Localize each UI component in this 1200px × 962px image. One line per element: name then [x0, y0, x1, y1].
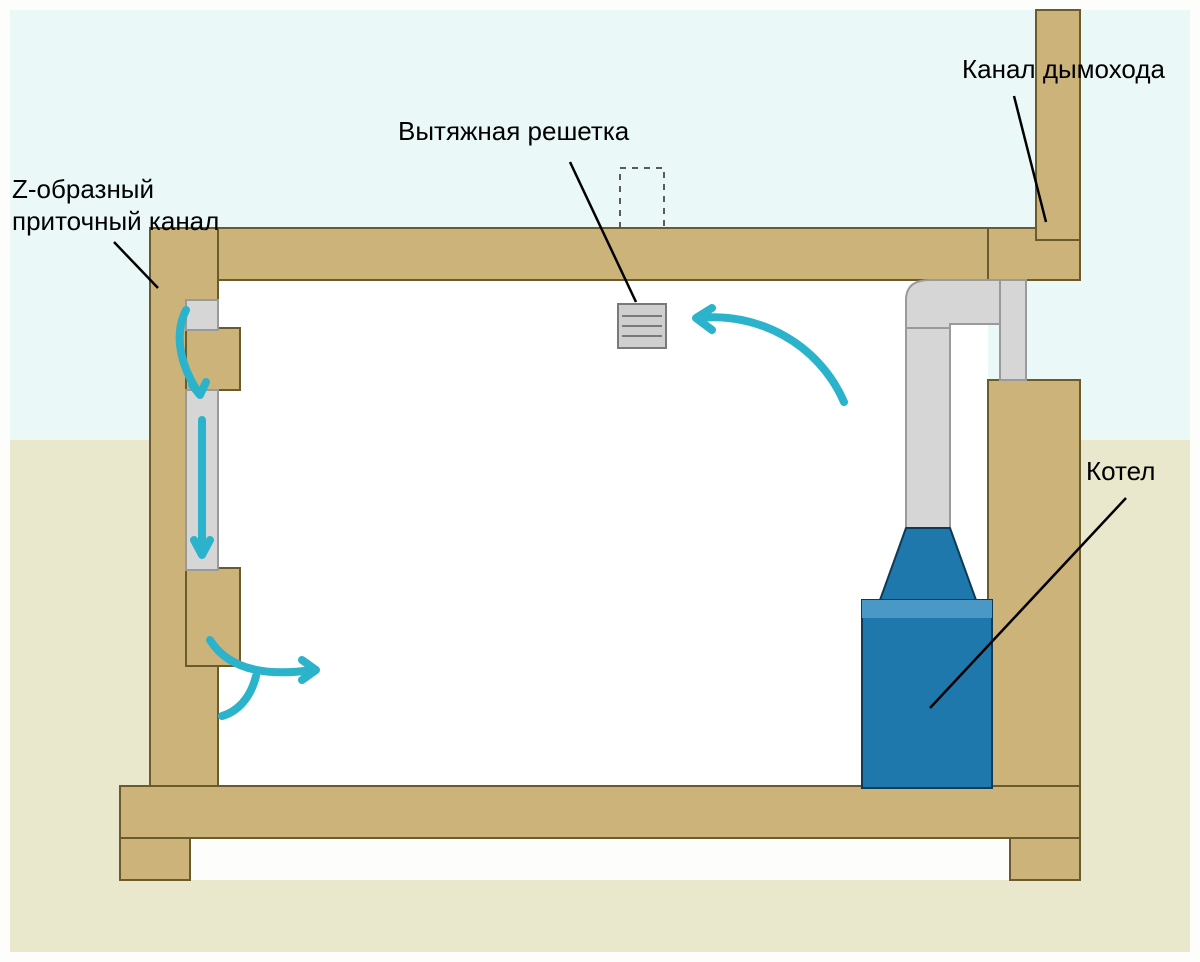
boiler-body — [862, 600, 992, 788]
exhaust-grille — [618, 304, 666, 348]
label-inlet-line1: Z-образный — [12, 174, 154, 204]
label-chimney: Канал дымохода — [962, 54, 1165, 84]
label-inlet-line2: приточный канал — [12, 206, 219, 236]
boiler-top-strip — [862, 600, 992, 618]
boiler-room-ventilation-diagram: Z-образный приточный канал Вытяжная реше… — [0, 0, 1200, 962]
label-grille: Вытяжная решетка — [398, 116, 630, 146]
label-boiler: Котел — [1086, 456, 1155, 486]
